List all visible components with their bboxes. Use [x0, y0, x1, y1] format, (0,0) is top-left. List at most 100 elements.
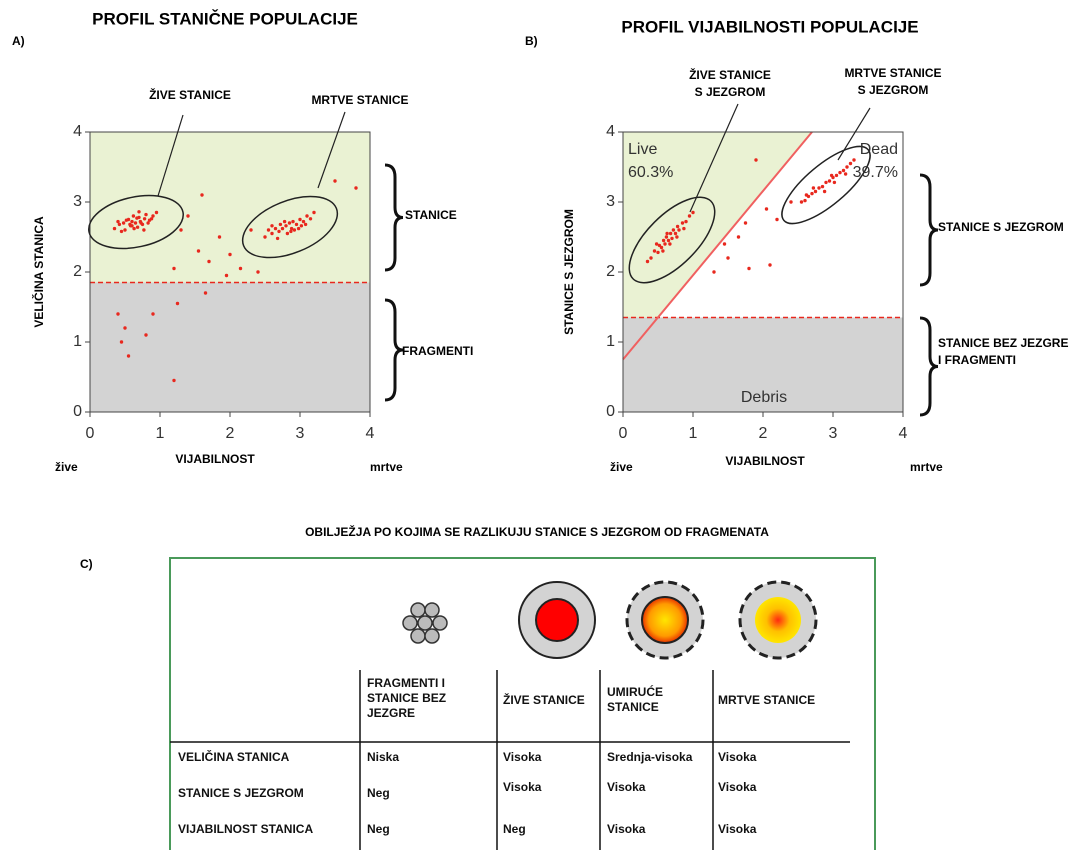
annotation: ŽIVE STANICE: [689, 67, 771, 82]
point: [287, 221, 292, 225]
point: [277, 229, 281, 234]
point: [266, 228, 271, 232]
point: [804, 193, 809, 197]
point: [722, 242, 727, 246]
x-axis-label: VIJABILNOST: [175, 452, 255, 466]
chart-title: PROFIL STANIČNE POPULACIJE: [92, 9, 358, 28]
point: [301, 219, 306, 224]
table-cell: Visoka: [503, 780, 542, 794]
lower-region: [623, 317, 903, 412]
upper-region: [623, 132, 812, 318]
point: [820, 184, 825, 189]
point: [666, 238, 671, 243]
x-tick-label: 3: [829, 425, 838, 442]
region-label: Live: [628, 141, 657, 158]
point: [649, 256, 653, 260]
x-axis-label: VIJABILNOST: [725, 454, 805, 468]
point: [764, 207, 769, 211]
point: [841, 168, 846, 173]
point: [256, 270, 260, 274]
brace-label: I FRAGMENTI: [938, 353, 1016, 367]
y-tick-label: 2: [73, 263, 82, 280]
point: [116, 312, 120, 316]
x-end-label: mrtve: [910, 460, 943, 474]
table-cell: ŽIVE STANICE: [503, 693, 585, 707]
point: [675, 224, 680, 229]
table-cell: Visoka: [607, 822, 646, 836]
point: [294, 222, 299, 227]
point: [146, 221, 150, 225]
point: [151, 214, 155, 218]
brace: [919, 173, 939, 287]
point: [249, 228, 253, 232]
point: [813, 189, 818, 194]
point: [278, 222, 283, 227]
table-cell: VIJABILNOST STANICA: [178, 822, 314, 836]
dying-cell-icon: [625, 580, 705, 660]
point: [116, 219, 120, 224]
point: [659, 245, 664, 250]
panel-label: B): [525, 34, 538, 48]
x-tick-label: 2: [226, 425, 235, 442]
point: [296, 226, 301, 231]
point: [671, 228, 676, 232]
dead-cell-icon: [738, 580, 818, 660]
table-grid: [170, 670, 850, 850]
point: [852, 158, 856, 162]
panel-label: A): [12, 34, 25, 48]
y-axis-label: VELIČINA STANICA: [31, 216, 46, 328]
point: [803, 198, 807, 203]
point: [123, 326, 127, 330]
region-label: 60.3%: [628, 164, 673, 181]
x-end-label: žive: [610, 460, 633, 474]
point: [682, 226, 686, 231]
point: [811, 186, 816, 190]
table-frame: [169, 557, 876, 850]
point: [675, 235, 679, 239]
x-tick-label: 3: [296, 425, 305, 442]
point: [130, 224, 134, 228]
brace-label: STANICE S JEZGROM: [938, 220, 1064, 234]
brace-label: FRAGMENTI: [402, 344, 473, 358]
point: [843, 172, 848, 176]
point: [196, 249, 201, 253]
gate-ellipse: [88, 194, 184, 250]
x-tick-label: 2: [759, 425, 768, 442]
point: [117, 222, 122, 227]
point: [677, 228, 681, 232]
point: [680, 221, 685, 225]
point: [291, 219, 295, 224]
table-cell: VELIČINA STANICA: [178, 750, 290, 764]
point: [312, 210, 316, 215]
y-tick-label: 1: [606, 333, 615, 350]
y-axis-label: STANICE S JEZGROM: [562, 209, 576, 335]
point: [228, 252, 232, 257]
point: [665, 231, 669, 236]
point: [175, 301, 180, 306]
point: [656, 250, 660, 255]
point: [273, 226, 278, 231]
table-cell: MRTVE STANICE: [718, 693, 816, 707]
annotation: MRTVE STANICE: [311, 93, 408, 107]
point: [285, 231, 290, 236]
point: [270, 231, 274, 236]
point: [673, 231, 678, 236]
table-cell: Niska: [367, 750, 400, 764]
x-tick-label: 0: [619, 425, 628, 442]
point: [712, 270, 716, 274]
point: [186, 214, 190, 218]
gate-ellipse: [781, 145, 871, 225]
table-cell: Visoka: [718, 822, 757, 836]
live-cell-icon: [518, 581, 596, 659]
table-cell: Visoka: [607, 780, 646, 794]
point: [654, 242, 659, 246]
brace-label: STANICE: [405, 208, 457, 222]
point: [661, 238, 666, 243]
point: [238, 266, 243, 271]
point: [691, 210, 695, 215]
point: [754, 158, 758, 162]
point: [768, 263, 772, 267]
pointer-line: [837, 107, 871, 161]
